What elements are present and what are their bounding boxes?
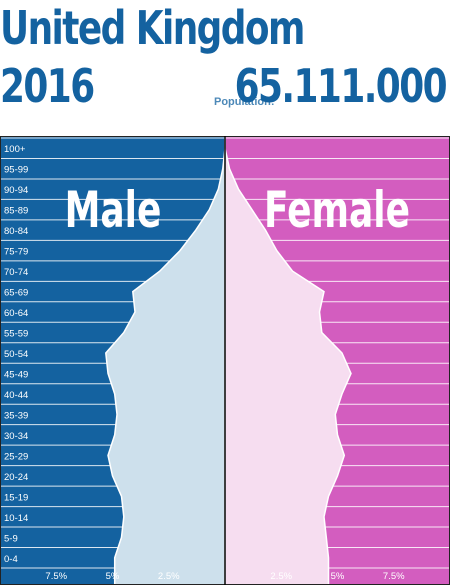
age-label: 15-19	[4, 492, 28, 503]
x-tick-label: 2.5%	[158, 571, 180, 582]
age-label: 20-24	[4, 472, 28, 483]
age-label: 80-84	[4, 226, 28, 237]
country-title: United Kingdom	[0, 1, 305, 55]
age-label: 60-64	[4, 308, 28, 319]
age-label: 55-59	[4, 329, 28, 340]
population-label: Population:	[214, 96, 275, 108]
male-profile-area	[105, 136, 226, 585]
age-label: 30-34	[4, 431, 28, 442]
population-value: 65.111.000	[234, 59, 448, 113]
age-label: 70-74	[4, 267, 28, 278]
age-label: 0-4	[4, 554, 18, 565]
year-label: 2016	[0, 59, 95, 113]
x-tick-label: 7.5%	[383, 571, 405, 582]
age-label: 5-9	[4, 533, 18, 544]
x-tick-label: 7.5%	[45, 571, 67, 582]
x-tick-label: 5%	[106, 571, 120, 582]
female-label: Female	[264, 182, 410, 239]
age-label: 100+	[4, 144, 26, 155]
age-label: 50-54	[4, 349, 28, 360]
age-label: 10-14	[4, 513, 28, 524]
age-label: 85-89	[4, 206, 28, 217]
age-label: 45-49	[4, 369, 28, 380]
age-label: 40-44	[4, 390, 28, 401]
age-label: 90-94	[4, 185, 28, 196]
age-label: 95-99	[4, 165, 28, 176]
age-label: 35-39	[4, 410, 28, 421]
x-tick-label: 2.5%	[270, 571, 292, 582]
female-profile-area	[224, 136, 352, 585]
age-label: 25-29	[4, 451, 28, 462]
age-label: 65-69	[4, 288, 28, 299]
age-label: 75-79	[4, 247, 28, 258]
x-tick-label: 5%	[331, 571, 345, 582]
male-label: Male	[65, 182, 162, 239]
